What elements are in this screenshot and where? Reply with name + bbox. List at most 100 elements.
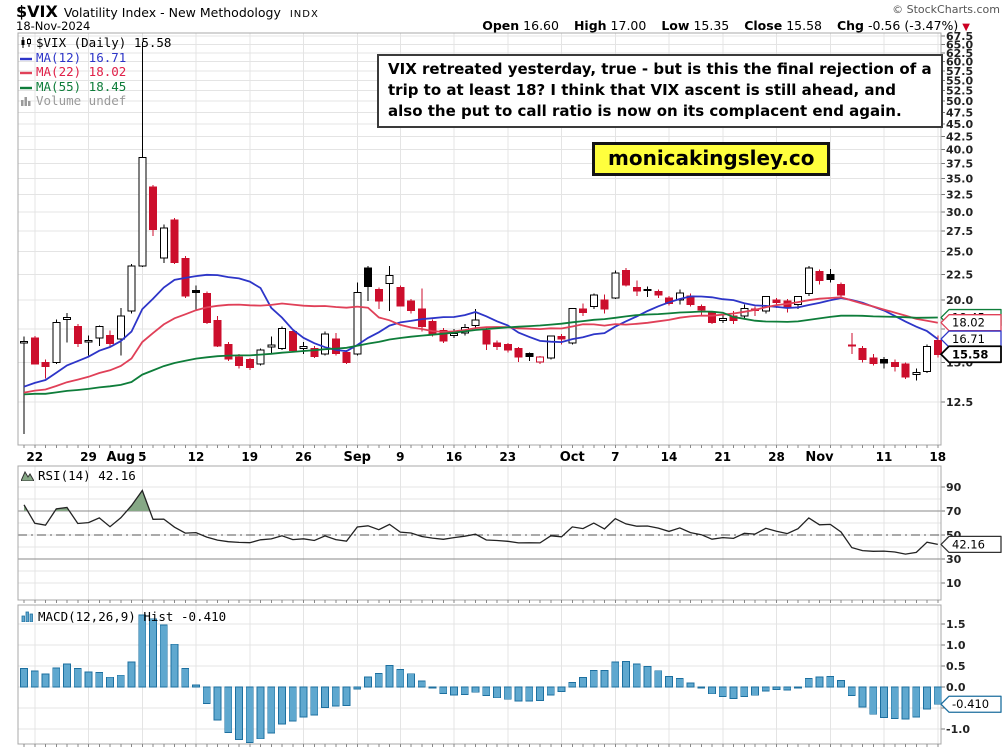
svg-text:12.5: 12.5 [946, 396, 973, 409]
svg-text:30: 30 [946, 553, 962, 566]
svg-text:18: 18 [929, 450, 946, 464]
svg-text:7: 7 [611, 450, 619, 464]
svg-text:40.0: 40.0 [946, 144, 973, 157]
legend-ma22-text: MA(22) 18.02 [36, 64, 127, 79]
svg-text:19: 19 [241, 450, 258, 464]
svg-text:14: 14 [661, 450, 678, 464]
svg-text:27.5: 27.5 [946, 225, 973, 238]
ma55-line-icon [20, 81, 32, 95]
legend-volume-row: Volume undef [20, 94, 171, 109]
legend-ma12-row: MA(12) 16.71 [20, 49, 171, 66]
svg-text:23: 23 [499, 450, 516, 464]
svg-text:22: 22 [26, 450, 43, 464]
svg-text:62.5: 62.5 [946, 47, 973, 60]
svg-text:26: 26 [295, 450, 312, 464]
svg-text:16: 16 [446, 450, 463, 464]
svg-text:50.0: 50.0 [946, 95, 973, 108]
chg-label: Chg [836, 18, 864, 33]
svg-text:60.0: 60.0 [946, 56, 973, 69]
legend-ma12-text: MA(12) 16.71 [36, 49, 127, 65]
copyright-text: © StockCharts.com [892, 3, 1000, 16]
ma12-line-icon [20, 52, 32, 66]
svg-text:55.0: 55.0 [946, 75, 973, 88]
svg-text:0.0: 0.0 [946, 681, 966, 694]
rsi-panel-label: RSI(14) 42.16 [20, 468, 136, 484]
legend-symbol-row: $VIX (Daily) 15.58 [20, 36, 171, 51]
quote-summary: Open 16.60 High 17.00 Low 15.35 Close 15.58 … [482, 18, 970, 33]
open-value: 16.60 [523, 18, 559, 33]
svg-text:29: 29 [80, 450, 97, 464]
annotation-box: VIX retreated yesterday, true - but is t… [377, 54, 943, 128]
svg-text:1.5: 1.5 [946, 618, 966, 631]
down-triangle-icon: ▼ [962, 22, 970, 33]
svg-text:22.5: 22.5 [946, 269, 973, 282]
svg-text:67.5: 67.5 [946, 30, 973, 43]
svg-text:52.5: 52.5 [946, 85, 973, 98]
svg-text:30.0: 30.0 [946, 206, 973, 219]
svg-text:16.71: 16.71 [952, 332, 985, 346]
macd-bars-icon [21, 610, 34, 625]
svg-text:35.0: 35.0 [946, 173, 973, 186]
rsi-label-text: RSI(14) 42.16 [38, 468, 136, 483]
macd-panel-label: MACD(12,26,9) Hist -0.410 [21, 609, 226, 625]
macd-label-text: MACD(12,26,9) Hist -0.410 [38, 609, 227, 624]
high-label: High [573, 18, 607, 33]
ma22-line-icon [20, 66, 32, 80]
svg-text:Nov: Nov [805, 450, 834, 465]
svg-text:18.02: 18.02 [952, 316, 985, 330]
svg-text:47.5: 47.5 [946, 106, 973, 119]
legend-ma55-row: MA(55) 18.45 [20, 78, 171, 95]
close-value: 15.58 [786, 18, 822, 33]
svg-text:25.0: 25.0 [946, 246, 973, 259]
chg-value: -0.56 (-3.47%) [868, 18, 959, 33]
exchange-label: INDX [289, 9, 319, 20]
svg-text:42.5: 42.5 [946, 130, 973, 143]
svg-text:21: 21 [714, 450, 731, 464]
svg-text:45.0: 45.0 [946, 118, 973, 131]
low-label: Low [661, 18, 690, 33]
svg-text:Oct: Oct [560, 450, 585, 465]
chart-date: 18-Nov-2024 [16, 19, 91, 33]
svg-text:90: 90 [946, 481, 962, 494]
legend-ma22-row: MA(22) 18.02 [20, 65, 171, 80]
svg-text:32.5: 32.5 [946, 189, 973, 202]
candlestick-icon [20, 37, 32, 51]
svg-text:15.58: 15.58 [952, 347, 988, 361]
svg-text:42.16: 42.16 [952, 537, 985, 551]
svg-text:20.0: 20.0 [946, 294, 973, 307]
annotation-line-1: VIX retreated yesterday, true - but is t… [388, 60, 932, 78]
symbol-description: Volatility Index - New Methodology [63, 5, 281, 20]
annotation-line-2: trip to at least 18? I think that VIX as… [388, 81, 896, 99]
svg-text:10: 10 [946, 577, 962, 590]
svg-text:Sep: Sep [344, 450, 372, 465]
svg-text:-1.0: -1.0 [946, 723, 970, 736]
svg-text:11: 11 [876, 450, 893, 464]
svg-text:65.0: 65.0 [946, 38, 973, 51]
legend-ma55-text: MA(55) 18.45 [36, 78, 127, 94]
svg-text:5: 5 [138, 450, 146, 464]
low-value: 15.35 [693, 18, 730, 33]
svg-text:-0.410: -0.410 [952, 697, 989, 711]
svg-text:Aug: Aug [106, 450, 135, 465]
svg-text:70: 70 [946, 505, 962, 518]
svg-text:12: 12 [188, 450, 205, 464]
symbol-text: $VIX [16, 2, 58, 21]
svg-text:37.5: 37.5 [946, 158, 973, 171]
open-label: Open [482, 18, 520, 33]
chart-legend: $VIX (Daily) 15.58 MA(12) 16.71 MA(22) 1… [20, 36, 171, 109]
close-label: Close [744, 18, 783, 33]
svg-text:0.5: 0.5 [946, 660, 966, 673]
volume-bars-icon [20, 95, 32, 109]
legend-symbol-text: $VIX (Daily) 15.58 [36, 35, 172, 50]
rsi-area-icon [20, 469, 35, 484]
legend-volume-text: Volume undef [36, 93, 127, 108]
svg-text:28: 28 [768, 450, 785, 464]
high-value: 17.00 [610, 18, 647, 33]
annotation-line-3: also the put to call ratio is now on its… [388, 102, 902, 120]
website-badge: monicakingsley.co [592, 142, 831, 176]
svg-text:9: 9 [396, 450, 404, 464]
chart-title: $VIX Volatility Index - New Methodology IN… [16, 2, 319, 21]
svg-text:57.5: 57.5 [946, 65, 973, 78]
